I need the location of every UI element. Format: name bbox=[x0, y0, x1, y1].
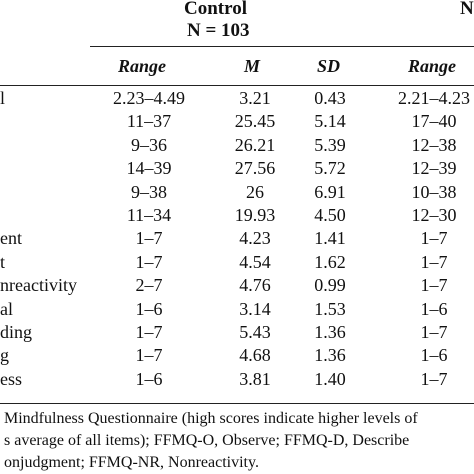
control-group-title: Control bbox=[184, 0, 247, 19]
control-group-n: N = 103 bbox=[187, 20, 250, 42]
col-header-range-2: Range bbox=[408, 56, 457, 76]
cell-sd: 5.72 bbox=[314, 158, 346, 179]
cell-range: 1–7 bbox=[135, 228, 163, 249]
cell-range-2: 1–7 bbox=[420, 368, 448, 389]
cell-sd: 1.62 bbox=[314, 251, 346, 272]
cell-sd: 1.53 bbox=[314, 298, 346, 319]
next-group-title-partial: N bbox=[460, 0, 474, 19]
control-n-text: N = 103 bbox=[187, 20, 250, 41]
cell-range-2: 1–6 bbox=[420, 298, 448, 319]
cell-sd: 1.40 bbox=[314, 368, 346, 389]
row-label: ent bbox=[0, 228, 22, 249]
row-label: nreactivity bbox=[0, 275, 77, 296]
cell-range: 1–7 bbox=[135, 251, 163, 272]
row-label: ess bbox=[0, 368, 22, 389]
cell-mean: 3.81 bbox=[239, 368, 271, 389]
cell-range-2: 1–7 bbox=[420, 228, 448, 249]
row-label: l bbox=[0, 88, 6, 108]
cell-range-2: 17–40 bbox=[411, 111, 457, 132]
cell-mean: 4.68 bbox=[239, 345, 271, 366]
cell-sd: 1.41 bbox=[314, 228, 346, 249]
cell-mean: 3.21 bbox=[239, 88, 271, 108]
cell-range: 14–39 bbox=[126, 158, 172, 179]
row-label: ding bbox=[0, 322, 33, 342]
cell-sd: 4.50 bbox=[314, 205, 346, 225]
cell-mean: 26 bbox=[246, 181, 264, 202]
cell-range: 11–37 bbox=[126, 111, 172, 132]
column-header-rule bbox=[0, 85, 474, 86]
cell-range: 2.23–4.49 bbox=[113, 88, 185, 108]
cell-range: 11–34 bbox=[126, 205, 172, 225]
cell-sd: 1.36 bbox=[314, 322, 346, 342]
cell-mean: 26.21 bbox=[234, 134, 276, 155]
footnote-line-3: onjudgment; FFMQ-NR, Nonreactivity. bbox=[4, 454, 259, 471]
cell-mean: 25.45 bbox=[234, 111, 276, 132]
cell-range: 9–36 bbox=[131, 134, 167, 155]
col-header-range: Range bbox=[118, 56, 167, 76]
cell-range: 1–7 bbox=[135, 322, 163, 342]
cell-range: 1–6 bbox=[135, 368, 163, 389]
cell-range: 1–6 bbox=[135, 298, 163, 319]
cell-mean: 4.23 bbox=[239, 228, 271, 249]
cell-mean: 4.54 bbox=[239, 251, 271, 272]
col-header-sd: SD bbox=[317, 56, 341, 76]
cell-mean: 27.56 bbox=[234, 158, 276, 179]
group-header-rule bbox=[90, 46, 474, 47]
cell-range-2: 1–7 bbox=[420, 275, 448, 296]
cell-range-2: 1–7 bbox=[420, 251, 448, 272]
cell-sd: 1.36 bbox=[314, 345, 346, 366]
cell-range-2: 10–38 bbox=[411, 181, 457, 202]
cell-sd: 0.43 bbox=[314, 88, 346, 108]
cell-range-2: 1–7 bbox=[420, 322, 448, 342]
cell-mean: 3.14 bbox=[239, 298, 271, 319]
cell-range-2: 12–30 bbox=[411, 205, 457, 225]
cell-range-2: 2.21–4.23 bbox=[398, 88, 470, 108]
cell-sd: 5.14 bbox=[314, 111, 346, 132]
cell-mean: 19.93 bbox=[234, 205, 276, 225]
cell-range: 1–7 bbox=[135, 345, 163, 366]
cell-mean: 4.76 bbox=[239, 275, 271, 296]
row-label: al bbox=[0, 298, 13, 319]
cell-range-2: 12–38 bbox=[411, 134, 457, 155]
row-label: g bbox=[0, 345, 9, 366]
cell-range-2: 1–6 bbox=[420, 345, 448, 366]
col-header-mean: M bbox=[244, 56, 261, 76]
cell-sd: 5.39 bbox=[314, 134, 346, 155]
cell-range-2: 12–39 bbox=[411, 158, 457, 179]
cell-mean: 5.43 bbox=[239, 322, 271, 342]
cell-range: 9–38 bbox=[131, 181, 167, 202]
table-bottom-rule bbox=[0, 403, 474, 404]
cell-sd: 6.91 bbox=[314, 181, 346, 202]
cell-range: 2–7 bbox=[135, 275, 163, 296]
row-label: t bbox=[0, 251, 6, 272]
cell-sd: 0.99 bbox=[314, 275, 346, 296]
footnote-line-2: s average of all items); FFMQ-O, Observe… bbox=[4, 432, 410, 449]
footnote-line-1: Mindfulness Questionnaire (high scores i… bbox=[4, 410, 418, 427]
